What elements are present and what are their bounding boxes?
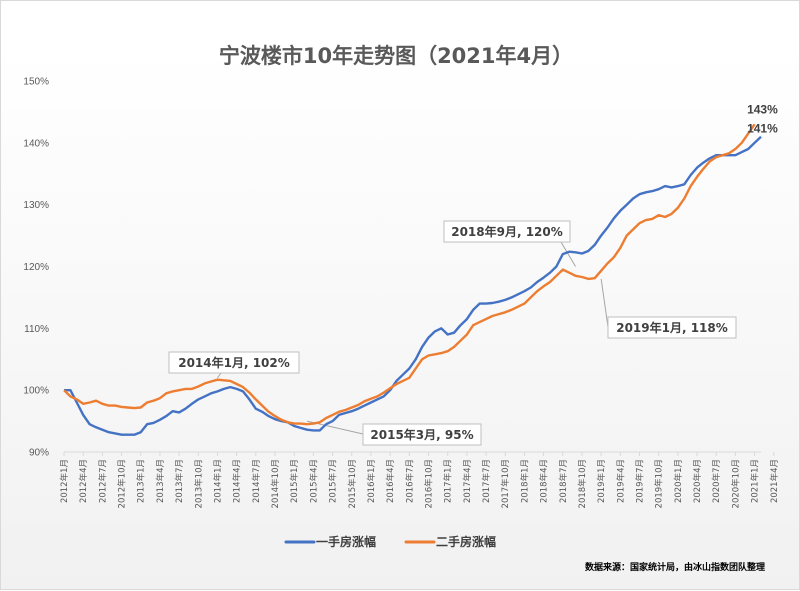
x-tick-label: 2013年4月 xyxy=(155,459,166,503)
annotation-leader-line xyxy=(217,372,222,379)
legend-label-resale-homes: 二手房涨幅 xyxy=(436,534,496,549)
y-tick-label: 130% xyxy=(23,200,49,211)
annotation-box xyxy=(607,316,737,339)
y-tick-label: 150% xyxy=(23,77,49,88)
x-tick-label: 2021年4月 xyxy=(769,459,780,503)
annotation-leader-line xyxy=(600,278,609,328)
x-tick-label: 2016年4月 xyxy=(385,459,396,503)
annotation-box xyxy=(362,423,482,446)
data-labels: 143% 141% xyxy=(747,102,778,135)
annotation-label: 2019年1月, 118% xyxy=(616,320,728,335)
annotation-leader-line xyxy=(560,241,576,267)
series-lines xyxy=(63,123,762,436)
series-line-new-homes xyxy=(64,135,762,436)
x-tick-label: 2014年7月 xyxy=(251,459,262,503)
x-tick-label: 2016年7月 xyxy=(404,459,415,503)
x-tick-label: 2017年1月 xyxy=(443,459,454,503)
x-tick-label: 2012年1月 xyxy=(59,459,70,503)
x-tick-label: 2020年4月 xyxy=(692,459,703,503)
annotation-label: 2015年3月, 95% xyxy=(370,427,473,442)
y-tick-label: 90% xyxy=(29,448,49,459)
x-tick-label: 2018年10月 xyxy=(577,459,588,508)
y-tick-label: 140% xyxy=(23,138,49,149)
x-tick-label: 2017年7月 xyxy=(481,459,492,503)
x-axis: 2012年1月 2012年4月 2012年7月 2012年10月 2013年1月 2013… xyxy=(59,451,780,508)
x-tick-label: 2013年1月 xyxy=(136,459,147,503)
legend-label-new-homes: 一手房涨幅 xyxy=(316,534,376,549)
x-tick-label: 2014年1月 xyxy=(212,459,223,503)
annotation-box xyxy=(168,351,300,374)
chart-title: 宁波楼市10年走势图（2021年4月） xyxy=(219,44,573,68)
x-tick-label: 2017年4月 xyxy=(462,459,473,503)
series-line-resale-homes xyxy=(63,123,756,426)
x-tick-label: 2021年1月 xyxy=(750,459,761,503)
x-tick-label: 2019年7月 xyxy=(635,459,646,503)
end-data-label: 143% xyxy=(747,102,778,116)
y-axis: 90% 100% 110% 120% 130% 140% 150% xyxy=(23,77,49,459)
x-tick-label: 2013年7月 xyxy=(174,459,185,503)
y-tick-label: 100% xyxy=(23,386,49,397)
x-tick-label: 2014年4月 xyxy=(232,459,243,503)
x-tick-label: 2019年10月 xyxy=(654,459,665,508)
data-source-note: 数据来源：国家统计局，由冰山指数团队整理 xyxy=(585,561,765,573)
annotation-label: 2014年1月, 102% xyxy=(178,355,290,370)
x-tick-label: 2014年10月 xyxy=(270,459,281,508)
x-tick-label: 2019年4月 xyxy=(615,459,626,503)
x-tick-label: 2016年10月 xyxy=(423,459,434,508)
x-tick-label: 2012年4月 xyxy=(78,459,89,503)
legend: 一手房涨幅 二手房涨幅 xyxy=(284,534,496,549)
x-tick-label: 2020年1月 xyxy=(673,459,684,503)
x-tick-label: 2015年10月 xyxy=(347,459,358,508)
annotations: 2014年1月, 102% 2015年3月, 95% 2018年9月, 120% 20… xyxy=(168,220,737,446)
x-tick-label: 2016年1月 xyxy=(366,459,377,503)
x-tick-label: 2015年4月 xyxy=(308,459,319,503)
x-tick-label: 2020年10月 xyxy=(730,459,741,508)
y-tick-label: 110% xyxy=(24,324,49,335)
y-tick-label: 120% xyxy=(23,262,49,273)
annotation-leaders xyxy=(217,241,609,435)
x-tick-label: 2018年4月 xyxy=(539,459,550,503)
x-tick-label: 2012年7月 xyxy=(97,459,108,503)
annotation-box xyxy=(443,220,571,243)
x-tick-label: 2015年7月 xyxy=(328,459,339,503)
x-tick-label: 2018年1月 xyxy=(519,459,530,503)
x-tick-label: 2017年10月 xyxy=(500,459,511,508)
x-tick-label: 2015年1月 xyxy=(289,459,300,503)
x-tick-label: 2019年1月 xyxy=(596,459,607,503)
x-tick-label: 2012年10月 xyxy=(117,459,128,508)
x-tick-label: 2020年7月 xyxy=(711,459,722,503)
x-tick-label: 2013年10月 xyxy=(193,459,204,508)
end-data-label: 141% xyxy=(747,122,778,136)
x-tick-label: 2018年7月 xyxy=(558,459,569,503)
annotation-label: 2018年9月, 120% xyxy=(451,224,563,239)
